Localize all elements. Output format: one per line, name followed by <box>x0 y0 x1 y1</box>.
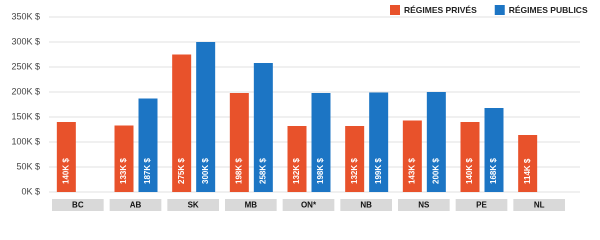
value-label: 198K $ <box>234 158 243 184</box>
value-label: 133K $ <box>119 158 128 184</box>
bar <box>460 122 480 192</box>
bar <box>172 54 192 192</box>
bar <box>196 42 216 192</box>
legend-swatch <box>494 5 505 15</box>
x-tick-label: PE <box>476 201 487 210</box>
y-tick-label: 100K $ <box>11 136 40 146</box>
value-label: 140K $ <box>465 158 474 184</box>
y-tick-label: 200K $ <box>11 86 40 96</box>
value-label: 200K $ <box>431 158 440 184</box>
x-tick-label: SK <box>188 201 199 210</box>
category-box <box>340 199 392 211</box>
value-label: 168K $ <box>489 158 498 184</box>
value-label: 187K $ <box>143 158 152 184</box>
y-tick-label: 350K $ <box>11 11 40 21</box>
x-tick-label: MB <box>245 201 258 210</box>
x-tick-label: NL <box>534 201 545 210</box>
category-box <box>109 199 162 211</box>
x-tick-label: BC <box>72 201 84 210</box>
category-box <box>225 199 277 211</box>
category-box <box>455 199 508 211</box>
bar <box>402 120 422 192</box>
value-label: 140K $ <box>61 158 70 184</box>
y-tick-label: 300K $ <box>11 36 40 46</box>
bar <box>518 135 538 192</box>
legend-label: RÉGIMES PRIVÉS <box>404 5 477 15</box>
value-label: 199K $ <box>374 158 383 184</box>
y-tick-label: 150K $ <box>11 111 40 121</box>
y-tick-label: 250K $ <box>11 61 40 71</box>
bar <box>311 93 331 192</box>
value-label: 132K $ <box>350 158 359 184</box>
bar <box>287 126 307 192</box>
value-label: 275K $ <box>177 158 186 184</box>
value-label: 132K $ <box>292 158 301 184</box>
y-tick-label: 50K $ <box>16 161 40 171</box>
bar <box>253 63 273 192</box>
chart: 0K $ 50K $ 100K $ 150K $ 200K $ 250K $ 300K $ 3… <box>11 5 588 211</box>
bar <box>229 93 249 192</box>
bar <box>56 122 76 192</box>
bar <box>369 92 389 192</box>
category-box <box>398 199 450 211</box>
bar <box>484 108 504 192</box>
value-label: 114K $ <box>523 158 532 184</box>
category-box <box>52 199 104 211</box>
y-tick-label: 0K $ <box>21 186 40 196</box>
legend-label: RÉGIMES PUBLICS <box>509 5 588 15</box>
category-box <box>167 199 219 211</box>
legend-swatch <box>390 5 400 15</box>
x-tick-label: NB <box>360 201 372 210</box>
value-label: 258K $ <box>258 158 267 184</box>
x-tick-label: NS <box>418 201 430 210</box>
category-box <box>513 199 565 211</box>
category-box <box>282 199 335 211</box>
value-label: 143K $ <box>407 158 416 184</box>
x-tick-label: AB <box>130 201 142 210</box>
bar <box>345 126 365 192</box>
value-label: 300K $ <box>201 158 210 184</box>
value-label: 198K $ <box>316 158 325 184</box>
x-tick-label: ON* <box>301 201 317 210</box>
bar <box>138 98 158 192</box>
bar <box>426 92 446 192</box>
bar <box>114 125 134 192</box>
